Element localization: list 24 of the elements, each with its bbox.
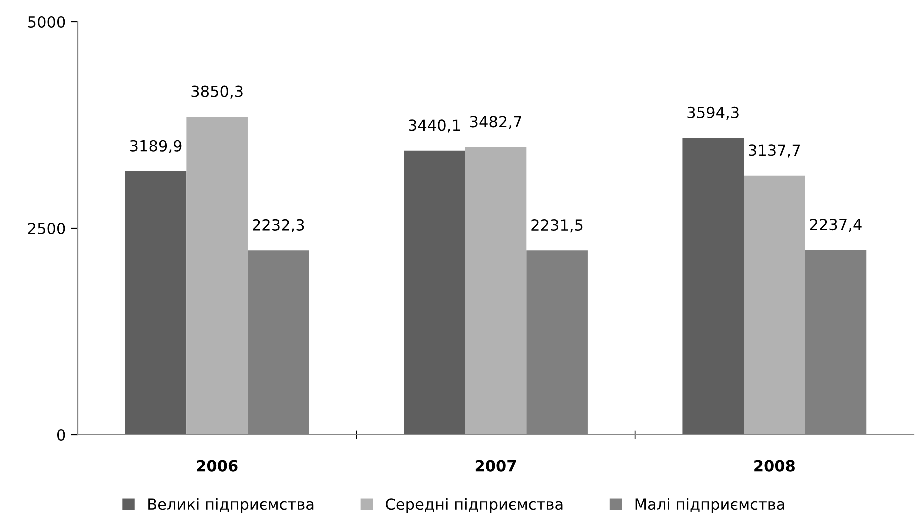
y-tick-label: 5000 [28,16,66,28]
legend-label: Малі підприємства [636,498,784,514]
bar [404,150,466,435]
data-label: 2232,3 [253,219,304,233]
bar [186,116,248,435]
data-label: 3594,3 [688,106,739,120]
data-label: 3850,3 [192,86,243,99]
legend-label: Великі підприємства [148,498,314,514]
data-label: 2231,5 [532,219,583,233]
y-tick-label: 2500 [28,222,66,235]
y-tick-label: 0 [57,429,66,442]
x-tick-label: 2008 [754,460,795,472]
bar [682,138,744,435]
data-label: 3440,1 [409,120,460,133]
legend-label: Середні підприємства [386,498,563,514]
bar [125,172,187,435]
data-label: 3189,9 [130,140,182,154]
x-tick-label: 2006 [197,460,238,472]
data-label: 3137,7 [749,144,800,158]
x-tick-label: 2007 [476,460,516,472]
bar [465,147,527,435]
data-label: 3482,7 [470,116,522,130]
data-label: 2237,4 [810,219,862,232]
bar [744,176,806,435]
